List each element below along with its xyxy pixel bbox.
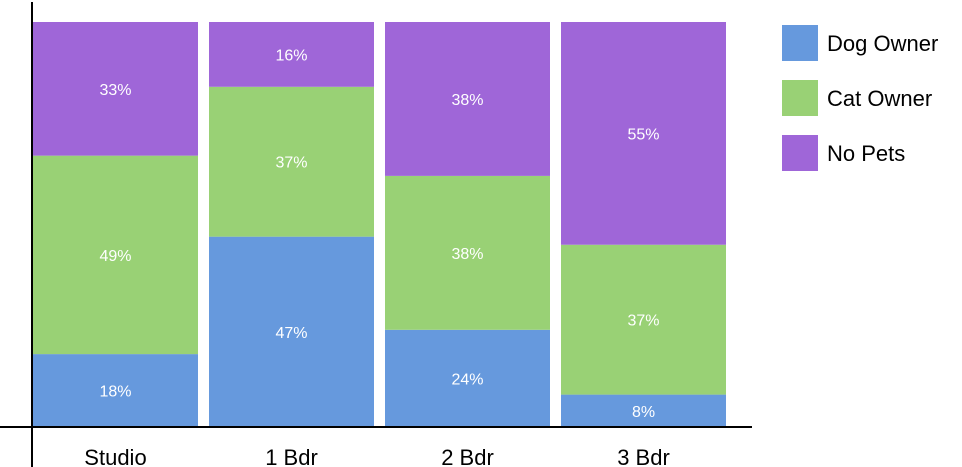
segment-label-no-pets-1: 16% bbox=[275, 47, 307, 64]
x-tick-label: Studio bbox=[84, 445, 146, 467]
segment-labels-group: 18% 49% 33% 47% 37% 16% 24% 38% 38% 8% 37% 55% bbox=[99, 47, 659, 420]
x-tick-label: 1 Bdr bbox=[265, 445, 318, 467]
legend: Dog Owner Cat Owner No Pets bbox=[782, 25, 938, 171]
segment-label-dog-owner-2: 24% bbox=[451, 371, 483, 388]
segment-label-cat-owner-1: 37% bbox=[275, 155, 307, 172]
segment-label-dog-owner-0: 18% bbox=[99, 384, 131, 401]
x-tick-label: 2 Bdr bbox=[441, 445, 494, 467]
bar-segment-dog-owner-0 bbox=[33, 354, 198, 427]
bar-segment-no-pets-3 bbox=[561, 22, 726, 245]
segment-label-no-pets-2: 38% bbox=[451, 92, 483, 109]
legend-label-no-pets: No Pets bbox=[827, 141, 905, 166]
legend-swatch-dog-owner bbox=[782, 25, 818, 61]
legend-swatch-no-pets bbox=[782, 135, 818, 171]
segment-label-cat-owner-2: 38% bbox=[451, 246, 483, 263]
x-tick-labels-group: Studio 1 Bdr 2 Bdr 3 Bdr bbox=[84, 445, 669, 467]
bar-segment-no-pets-2 bbox=[385, 22, 550, 176]
segment-label-dog-owner-1: 47% bbox=[275, 325, 307, 342]
segment-label-dog-owner-3: 8% bbox=[632, 404, 655, 421]
bar-segment-no-pets-0 bbox=[33, 22, 198, 156]
bar-segment-cat-owner-3 bbox=[561, 244, 726, 395]
x-tick-label: 3 Bdr bbox=[617, 445, 670, 467]
segment-label-cat-owner-3: 37% bbox=[627, 313, 659, 330]
legend-label-dog-owner: Dog Owner bbox=[827, 31, 938, 56]
bar-segment-no-pets-1 bbox=[209, 22, 374, 87]
bar-segment-cat-owner-1 bbox=[209, 86, 374, 237]
bar-segment-dog-owner-1 bbox=[209, 236, 374, 427]
bar-segment-cat-owner-2 bbox=[385, 175, 550, 330]
legend-swatch-cat-owner bbox=[782, 80, 818, 116]
bar-segment-cat-owner-0 bbox=[33, 155, 198, 355]
segment-label-no-pets-0: 33% bbox=[99, 82, 131, 99]
legend-label-cat-owner: Cat Owner bbox=[827, 86, 932, 111]
bar-segment-dog-owner-2 bbox=[385, 329, 550, 427]
segment-label-no-pets-3: 55% bbox=[627, 126, 659, 143]
bar-segment-dog-owner-3 bbox=[561, 394, 726, 427]
segment-label-cat-owner-0: 49% bbox=[99, 248, 131, 265]
bars-group bbox=[33, 22, 726, 427]
